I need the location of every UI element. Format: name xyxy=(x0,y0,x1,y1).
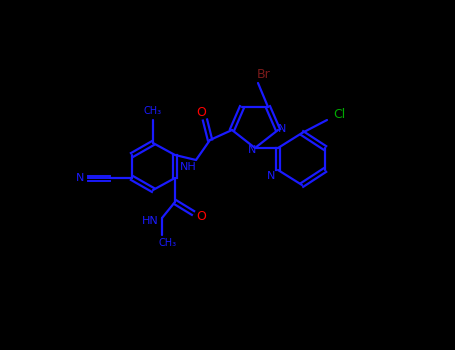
Text: Br: Br xyxy=(257,69,271,82)
Text: HN: HN xyxy=(142,216,158,226)
Text: N: N xyxy=(278,124,286,134)
Text: CH₃: CH₃ xyxy=(144,106,162,116)
Text: O: O xyxy=(196,106,206,119)
Text: N: N xyxy=(267,171,275,181)
Text: Cl: Cl xyxy=(333,108,345,121)
Text: N: N xyxy=(76,173,84,183)
Text: O: O xyxy=(196,210,206,223)
Text: NH: NH xyxy=(180,162,197,172)
Text: N: N xyxy=(248,145,256,155)
Text: CH₃: CH₃ xyxy=(159,238,177,248)
